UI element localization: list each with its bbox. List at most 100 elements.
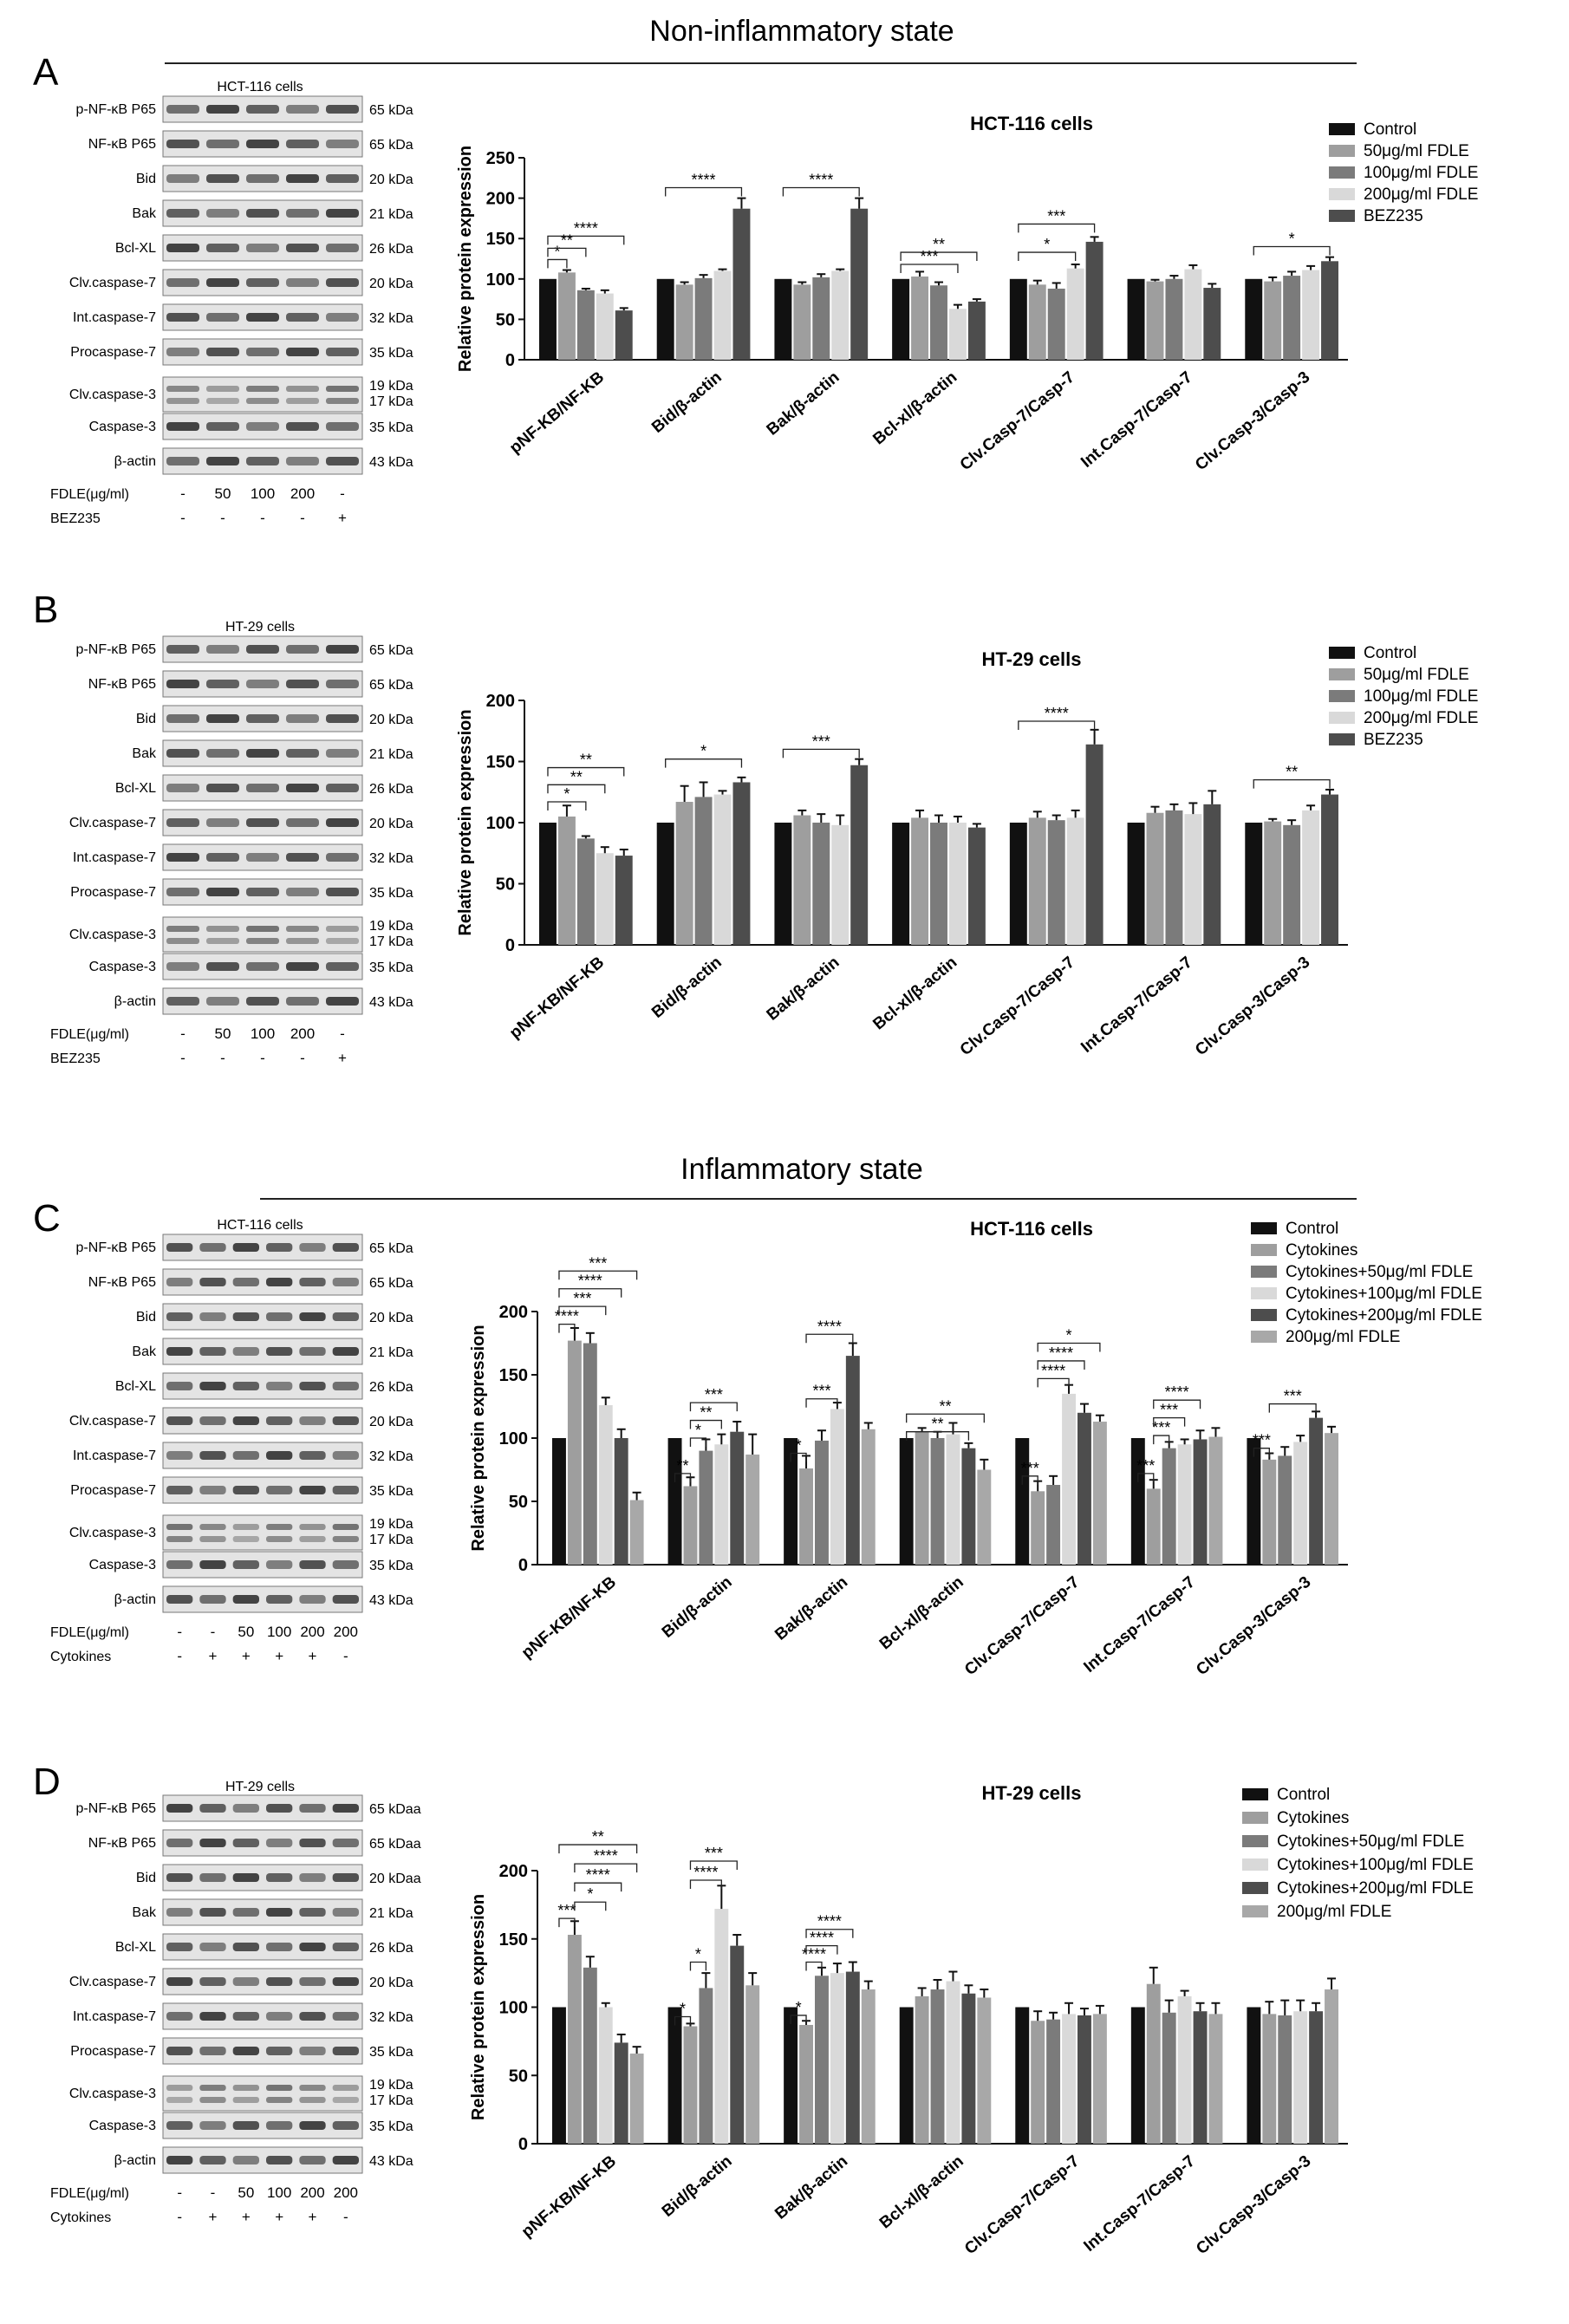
significance-bracket: *** (1153, 1402, 1186, 1427)
legend-swatch (1329, 123, 1355, 135)
blot-band (326, 457, 359, 465)
blot-kda-label: 43 kDa (369, 1593, 413, 1608)
blot-band (299, 1347, 326, 1356)
blot-band (326, 140, 359, 148)
blot-band (266, 2097, 293, 2103)
bar-clv-casp-3-casp-3-200-g-ml-fdle (1302, 270, 1320, 360)
blot-band (299, 1278, 326, 1286)
blot-band (246, 645, 279, 654)
bar-clv-casp-7-casp-7-200-g-ml-fdle (1066, 817, 1084, 945)
blot-band (332, 2156, 359, 2165)
bar-clv-casp-3-casp-3-cytokines-50-g-ml-fdle (1278, 2015, 1292, 2144)
blot-band (266, 1312, 293, 1321)
blot-kda-label: 19 kDa (369, 379, 413, 394)
significance-label: **** (586, 1866, 610, 1884)
bar-pnf-kb-nf-kb-control (539, 823, 557, 945)
chart-title: HCT-116 cells (970, 1218, 1093, 1240)
blot-band (232, 1382, 259, 1390)
bar-clv-casp-7-casp-7-control (1015, 1438, 1030, 1565)
treatment-value: + (242, 2209, 251, 2225)
bracket-line (1037, 1342, 1101, 1352)
blot-row-label: Caspase-3 (89, 420, 156, 434)
significance-label: * (695, 1946, 701, 1963)
blot-band (332, 1908, 359, 1917)
bar-clv-casp-3-casp-3-cytokines-100-g-ml-fdle (1293, 1442, 1308, 1565)
blot-kda-label: 35 kDa (369, 1484, 413, 1499)
blot-band (286, 749, 319, 758)
bar-clv-casp-7-casp-7-control (1009, 823, 1027, 945)
treatment-value: - (180, 485, 186, 502)
significance-label: *** (1152, 1419, 1170, 1436)
legend-swatch (1329, 712, 1355, 724)
blot-band (166, 749, 199, 758)
bracket-line (1018, 251, 1077, 262)
bar-clv-casp-7-casp-7-cytokines (1031, 1491, 1045, 1565)
treatment-value: - (211, 1624, 216, 1640)
blot-band (166, 1595, 193, 1604)
blot-row-label: Bak (132, 206, 157, 221)
bar-bid-actin-cytokines-200-g-ml-fdle (730, 1431, 745, 1565)
blot-band (206, 244, 239, 252)
blot-band (326, 105, 359, 114)
bar-clv-casp-3-casp-3-control (1245, 823, 1263, 945)
blot-band (299, 1977, 326, 1986)
treatment-value: + (275, 1648, 283, 1664)
blot-kda-label: 35 kDa (369, 960, 413, 975)
bar-int-casp-7-casp-7-100-g-ml-fdle (1165, 810, 1183, 945)
blot-kda-label: 19 kDa (369, 919, 413, 934)
blot-strip (162, 1551, 363, 1579)
blot-band (246, 714, 279, 723)
significance-bracket: *** (689, 1845, 738, 1870)
panel-letter-c: C (33, 1197, 61, 1240)
blot-kda-label: 20 kDaa (369, 1872, 421, 1886)
blot-row-label: Clv.caspase-3 (69, 1526, 156, 1540)
blot-row-label: Clv.caspase-3 (69, 2086, 156, 2101)
bracket-line (674, 2015, 692, 2026)
bar-bcl-xl-actin-control (892, 823, 910, 945)
bar-bcl-xl-actin-control (899, 1438, 914, 1565)
treatment-value: 100 (251, 485, 275, 502)
blot-row-label: Clv.caspase-7 (69, 1414, 156, 1429)
bar-int-casp-7-casp-7-cytokines-100-g-ml-fdle (1177, 1995, 1192, 2144)
legend-swatch (1251, 1287, 1277, 1299)
bar-int-casp-7-casp-7-cytokines-200-g-ml-fdle (1193, 1439, 1208, 1565)
blot-band (332, 1524, 359, 1530)
blot-band (332, 1416, 359, 1425)
treatment-value: 200 (334, 2184, 358, 2201)
blot-band (332, 1873, 359, 1882)
bar-pnf-kb-nf-kb-cytokines-100-g-ml-fdle (598, 1405, 613, 1565)
y-tick-label: 200 (486, 190, 515, 209)
blot-band (326, 174, 359, 183)
blot-band (166, 2047, 193, 2055)
legend-label: 200μg/ml FDLE (1286, 1328, 1400, 1346)
blot-band (206, 853, 239, 862)
significance-bracket: ** (689, 1404, 722, 1429)
bar-bid-actin-cytokines-50-g-ml-fdle (699, 1450, 713, 1565)
blot-kda-label: 19 kDa (369, 2078, 413, 2093)
bar-clv-casp-3-casp-3-cytokines (1262, 2014, 1277, 2144)
blot-band (206, 680, 239, 688)
blot-band (246, 140, 279, 148)
significance-label: ** (592, 1828, 604, 1846)
bar-bcl-xl-actin-cytokines (915, 1995, 929, 2144)
blot-row-label: Int.caspase-7 (73, 850, 156, 865)
blot-kda-label: 65 kDa (369, 103, 413, 118)
bar-clv-casp-7-casp-7-200-g-ml-fdle (1092, 2014, 1107, 2144)
blot-band (286, 348, 319, 356)
treatment-value: - (180, 1025, 186, 1042)
significance-label: * (1289, 231, 1295, 248)
bracket-line (547, 801, 587, 811)
bar-bak-actin-50-g-ml-fdle (793, 815, 811, 945)
blot-kda-label: 20 kDa (369, 713, 413, 727)
x-tick-label: Int.Casp-7/Casp-7 (1080, 2152, 1198, 2256)
bracket-line (906, 1431, 970, 1441)
blot-band (326, 645, 359, 654)
y-tick-label: 200 (499, 1862, 528, 1881)
blot-band (246, 422, 279, 431)
significance-label: *** (589, 1254, 607, 1272)
significance-label: ** (561, 231, 573, 249)
blot-band (299, 1536, 326, 1542)
blot-band (232, 1536, 259, 1542)
significance-bracket: *** (1021, 1460, 1039, 1485)
significance-label: **** (1165, 1383, 1189, 1401)
